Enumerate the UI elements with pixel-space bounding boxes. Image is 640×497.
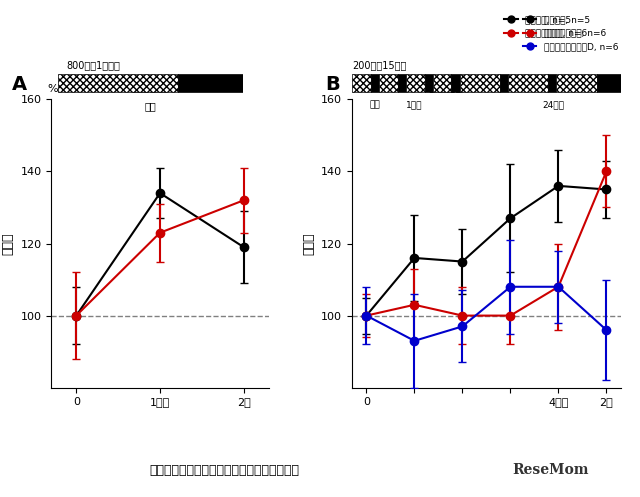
Text: 休憩: 休憩 xyxy=(369,100,380,109)
Y-axis label: 運動量: 運動量 xyxy=(303,232,316,255)
FancyBboxPatch shape xyxy=(397,74,406,92)
FancyBboxPatch shape xyxy=(596,74,621,92)
Text: ReseMom: ReseMom xyxy=(512,463,589,477)
FancyBboxPatch shape xyxy=(460,74,500,92)
FancyBboxPatch shape xyxy=(371,74,379,92)
Legend: リングル, n=5, アニソマイシン, n=6: リングル, n=5, アニソマイシン, n=6 xyxy=(500,11,591,41)
Text: 集中学習: 集中学習 xyxy=(131,79,168,93)
Text: B: B xyxy=(325,75,340,93)
FancyBboxPatch shape xyxy=(352,74,371,92)
Text: 1時間: 1時間 xyxy=(406,100,422,109)
FancyBboxPatch shape xyxy=(178,74,243,92)
FancyBboxPatch shape xyxy=(508,74,548,92)
FancyBboxPatch shape xyxy=(433,74,451,92)
FancyBboxPatch shape xyxy=(548,74,556,92)
Y-axis label: 運動量: 運動量 xyxy=(2,232,15,255)
FancyBboxPatch shape xyxy=(451,74,460,92)
FancyBboxPatch shape xyxy=(379,74,397,92)
Text: 800回（1時間）: 800回（1時間） xyxy=(67,60,121,70)
FancyBboxPatch shape xyxy=(556,74,596,92)
FancyBboxPatch shape xyxy=(500,74,508,92)
FancyBboxPatch shape xyxy=(406,74,424,92)
FancyBboxPatch shape xyxy=(424,74,433,92)
Text: %: % xyxy=(47,84,58,94)
Text: ...: ... xyxy=(0,496,1,497)
Text: ...: ... xyxy=(0,496,1,497)
Text: 休憩: 休憩 xyxy=(144,101,156,111)
FancyBboxPatch shape xyxy=(58,74,178,92)
Text: 図４　小脳皮質のタンパク質合成と分散効果: 図４ 小脳皮質のタンパク質合成と分散効果 xyxy=(149,464,299,477)
Text: 200回（15分）: 200回（15分） xyxy=(352,60,406,70)
Text: A: A xyxy=(12,75,27,93)
Text: %: % xyxy=(355,84,366,94)
Legend: リングル, n=5, アニソマイシン, n=6, アクチノマイシンD, n=6: リングル, n=5, アニソマイシン, n=6, アクチノマイシンD, n=6 xyxy=(519,11,621,55)
Text: 24時間: 24時間 xyxy=(543,100,564,109)
Text: 分散学習: 分散学習 xyxy=(428,79,465,93)
